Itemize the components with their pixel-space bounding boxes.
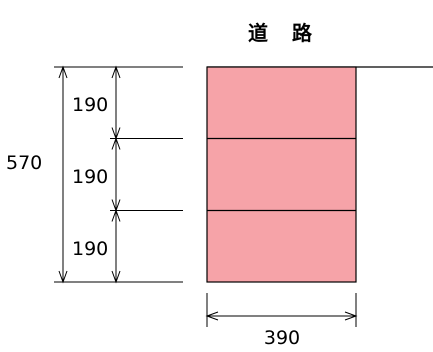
arrow-left-icon <box>205 311 219 321</box>
arrow-down-icon <box>111 270 121 284</box>
arrow-up-icon <box>58 65 68 79</box>
width-label: 390 <box>264 327 300 349</box>
arrow-up-icon <box>111 209 121 222</box>
arrow-up-icon <box>111 137 121 150</box>
total-height-dimension <box>58 65 68 284</box>
width-dimension <box>205 293 358 327</box>
layer-height-dimension <box>111 65 121 284</box>
layer-height-label-3: 190 <box>72 238 108 260</box>
arrow-up-icon <box>111 65 121 79</box>
block-body <box>206 66 357 283</box>
total-height-label: 570 <box>6 152 42 174</box>
arrow-down-icon <box>58 270 68 284</box>
drawing-title: 道 路 <box>248 21 314 45</box>
layer-height-label-1: 190 <box>72 94 108 116</box>
layer-height-label-2: 190 <box>72 166 108 188</box>
layered-block <box>206 66 357 283</box>
arrow-right-icon <box>344 311 358 321</box>
extension-lines <box>54 66 183 283</box>
